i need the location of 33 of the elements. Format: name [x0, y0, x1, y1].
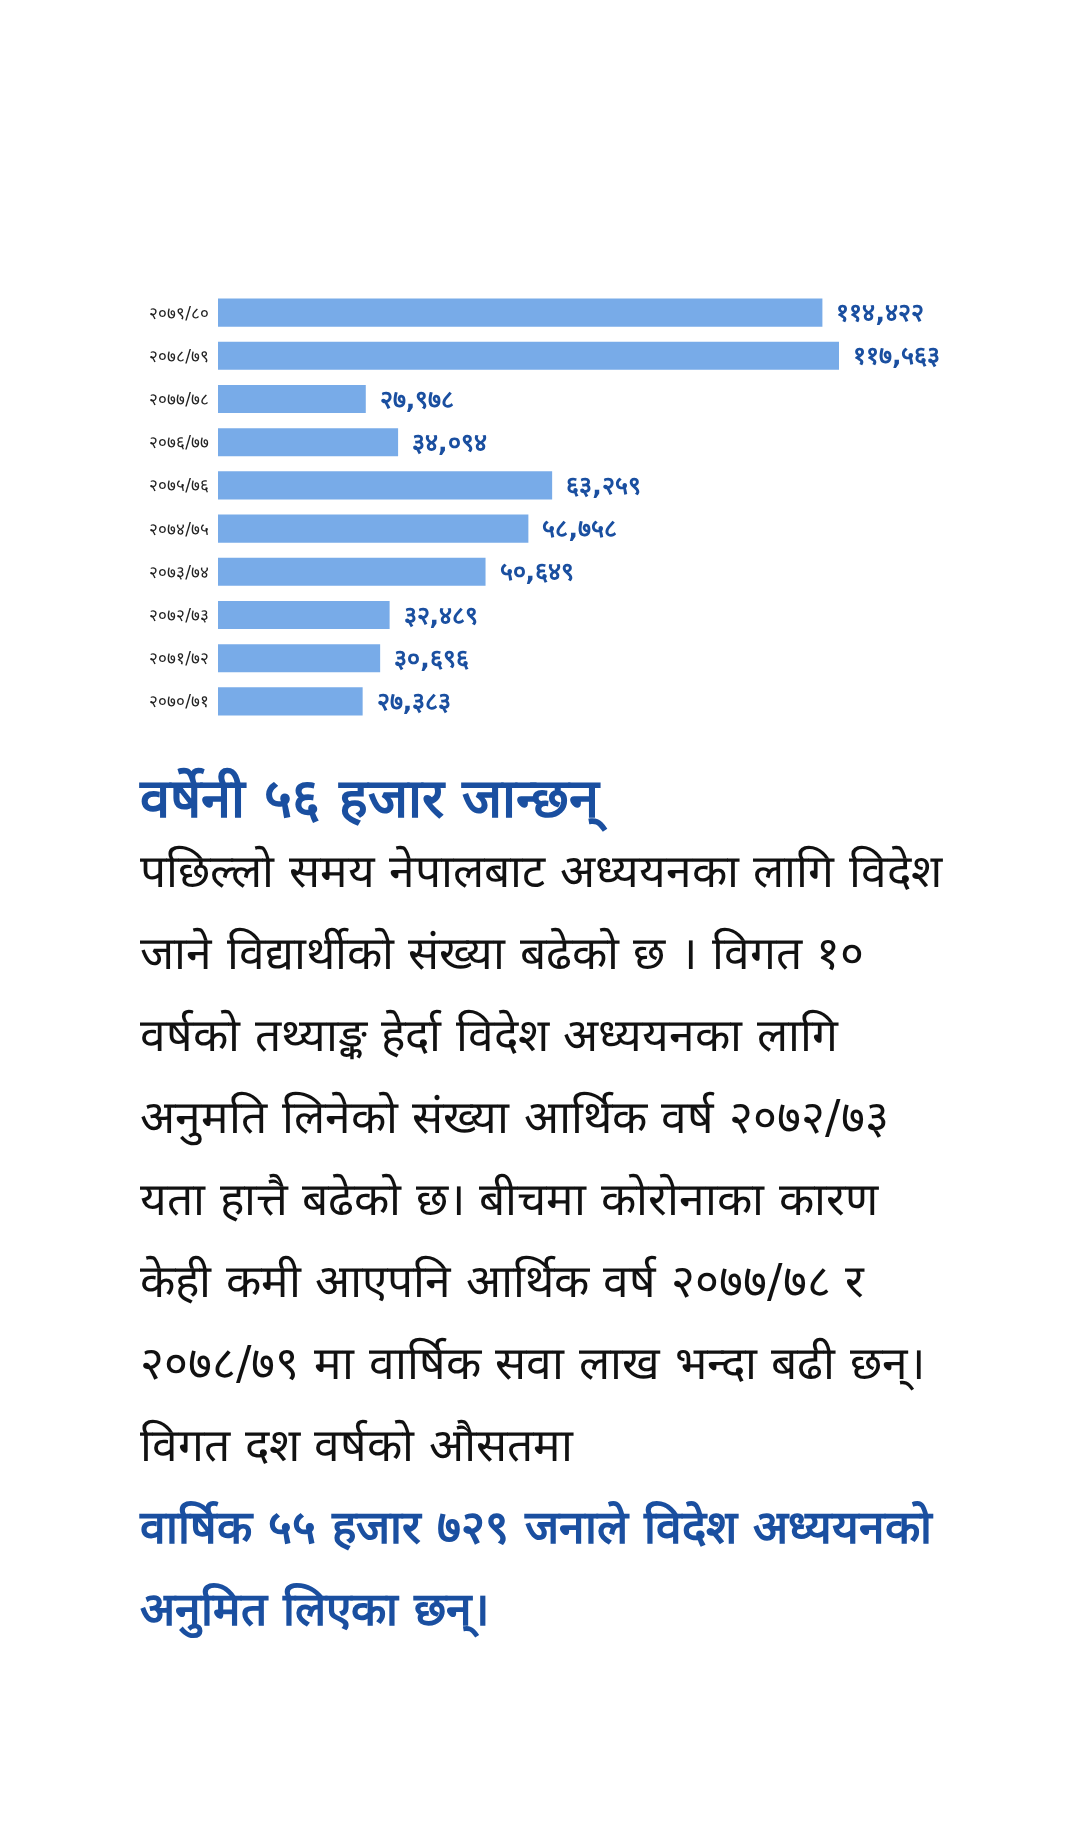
bar [218, 644, 381, 673]
text: वर्षेनी ५६ हजार जान्छन् [140, 767, 608, 830]
y-tick-label: २०७६/७७ [149, 432, 209, 453]
data-label: ११४,४२२ [836, 298, 924, 328]
y-tick-label: २०७३/७४ [149, 561, 209, 582]
text: पछिल्लो समय नेपालबाट अध्ययनका लागि विदेश जाने विद्यार्थीको संख्या बढेको छ । विगत १० वर्षको तथ्याङ्क हेर्दा विदेश अध्ययनका लागि अनुमति लिनेको संख्या आर्थिक वर्ष २०७२/७३ यता हात्तै बढेको छ। बीचमा कोरोनाका कारण केही कमी आएपनि आर्थिक वर्ष २०७७/७८ र २०७८/७९ मा वार्षिक सवा लाख भन्दा बढी छन्। विगत दश वर्षको औसतमा [140, 843, 944, 1474]
y-tick-label: २०७५/७६ [149, 475, 209, 496]
y-tick-label: २०७८/७९ [149, 345, 209, 366]
data-label: ११७,५६३ [853, 341, 941, 371]
data-label: ६३,२५९ [566, 470, 641, 500]
data-label: ३२,४८९ [403, 600, 479, 630]
bar [218, 514, 529, 543]
data-label: २७,९७८ [379, 384, 455, 414]
bar [218, 428, 399, 457]
data-label: २७,३८३ [376, 686, 452, 716]
bar [218, 341, 839, 370]
y-tick-label: २०७१/७२ [149, 648, 209, 669]
bar [218, 557, 486, 586]
y-tick-label: २०७२/७३ [149, 605, 209, 625]
data-label: ५८,७५८ [542, 514, 617, 544]
bar [218, 298, 823, 327]
y-tick-label: २०७०/७१ [149, 691, 209, 712]
data-label: ५०,६४९ [499, 557, 575, 587]
y-tick-label: २०७४/७५ [149, 518, 209, 539]
text: वार्षिक ५५ हजार ७२९ जनाले विदेश अध्ययनको अनुमित लिएका छन्। [140, 1499, 935, 1640]
bar [218, 384, 366, 414]
data-label: ३४,०९४ [412, 427, 487, 457]
data-label: ३०,६९६ [394, 643, 469, 673]
y-tick-label: २०७७/७८ [149, 389, 209, 409]
bar [218, 471, 553, 500]
bar [218, 687, 363, 716]
bar [218, 600, 390, 630]
y-tick-label: २०७९/८० [149, 302, 209, 323]
